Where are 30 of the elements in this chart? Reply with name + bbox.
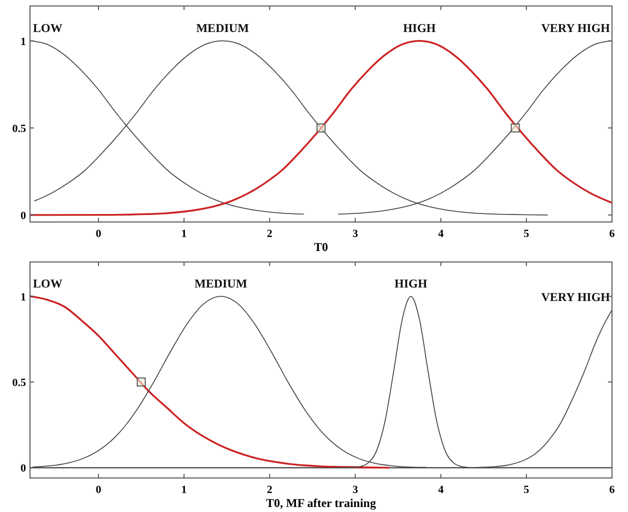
x-tick-label: 5 [524, 484, 530, 496]
series-label: HIGH [403, 20, 436, 35]
x-tick-label: 3 [352, 228, 358, 240]
series-label: MEDIUM [194, 276, 248, 290]
x-tick-label: 2 [266, 484, 273, 496]
y-tick-label: 0 [20, 210, 26, 222]
y-tick-label: 1 [20, 291, 26, 304]
x-tick-label: 6 [609, 484, 616, 496]
series-label: LOW [33, 276, 62, 290]
series-label: MEDIUM [196, 20, 249, 35]
series-label: VERY HIGH [541, 20, 611, 35]
x-axis-title: T0 [314, 240, 328, 254]
series-label: LOW [33, 20, 62, 35]
y-tick-label: 0 [20, 462, 26, 475]
x-tick-label: 1 [181, 484, 187, 496]
x-tick-label: 6 [609, 228, 616, 240]
x-tick-label: 4 [438, 484, 444, 496]
y-tick-label: 0.5 [12, 122, 26, 135]
x-tick-label: 2 [266, 228, 273, 240]
series-label: HIGH [394, 276, 428, 290]
x-tick-label: 0 [96, 228, 102, 240]
x-axis-title: T0, MF after training [266, 496, 376, 510]
x-tick-label: 4 [438, 228, 444, 240]
x-tick-label: 5 [524, 228, 530, 240]
y-tick-label: 1 [20, 36, 26, 48]
x-tick-label: 0 [96, 484, 102, 496]
x-tick-label: 3 [352, 484, 358, 496]
series-label: VERY HIGH [541, 290, 611, 304]
y-tick-label: 0.5 [12, 377, 26, 389]
x-tick-label: 1 [181, 228, 187, 240]
